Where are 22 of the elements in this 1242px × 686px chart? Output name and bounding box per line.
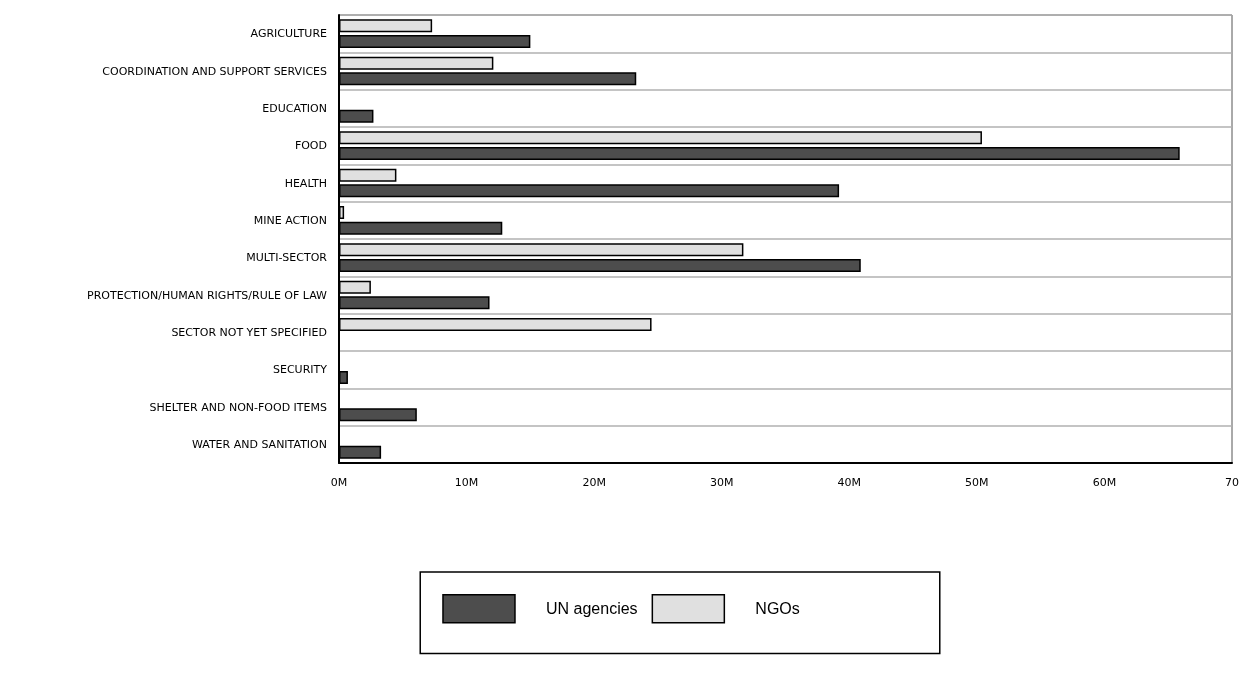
x-tick-label: 30M: [709, 476, 734, 489]
x-tick-label: 20M: [582, 476, 606, 489]
x-tick-label: 10M: [454, 476, 479, 489]
y-tick-label: AGRICULTURE: [250, 27, 328, 41]
y-tick-label: HEALTH: [284, 176, 327, 190]
y-tick-label: MULTI-SECTOR: [246, 251, 328, 265]
y-tick-label: COORDINATION AND SUPPORT SERVICES: [102, 64, 328, 78]
y-tick-label: SECTOR NOT YET SPECIFIED: [171, 325, 327, 339]
y-tick-label: MINE ACTION: [253, 213, 327, 227]
x-tick-label: 60M: [1092, 476, 1117, 489]
y-tick-label: WATER AND SANITATION: [191, 437, 327, 451]
y-tick-label: SECURITY: [273, 363, 328, 377]
y-tick-label: PROTECTION/HUMAN RIGHTS/RULE OF LAW: [87, 288, 328, 302]
x-tick-label: 40M: [837, 476, 862, 489]
y-tick-label: SHELTER AND NON-FOOD ITEMS: [149, 400, 328, 414]
y-tick-label: FOOD: [294, 139, 327, 153]
y-tick-label: EDUCATION: [262, 101, 327, 115]
legend-label: UN agencies: [545, 600, 638, 618]
x-tick-label: 70: [1225, 476, 1239, 489]
legend-label: NGOs: [755, 600, 800, 618]
x-tick-label: 0M: [330, 476, 348, 489]
x-tick-label: 50M: [965, 476, 989, 489]
